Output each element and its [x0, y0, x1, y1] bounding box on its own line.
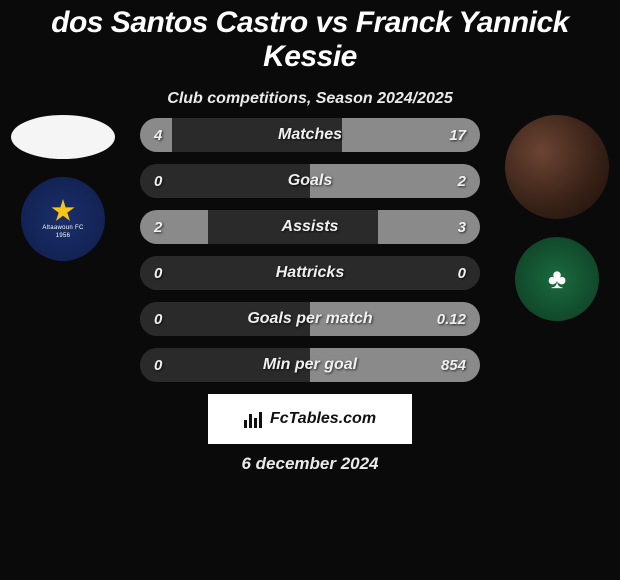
brand-label: FcTables.com [244, 410, 376, 428]
bars-icon [244, 410, 266, 428]
stat-value-right: 0.12 [437, 302, 466, 336]
stat-row: Hattricks0 0 [140, 256, 480, 290]
comparison-card: dos Santos Castro vs Franck Yannick Kess… [0, 0, 620, 580]
club-badge-right: ♣ [515, 237, 599, 321]
stat-label: Goals per match [140, 302, 480, 336]
stat-value-left: 2 [154, 210, 162, 244]
stat-row: Assists2 3 [140, 210, 480, 244]
stat-value-right: 854 [441, 348, 466, 382]
stat-value-left: 0 [154, 164, 162, 198]
player-avatar-right [505, 115, 609, 219]
left-player-column: Altaawoun FC 1956 [8, 115, 118, 279]
stat-value-left: 0 [154, 302, 162, 336]
player-avatar-left [11, 115, 115, 159]
stat-value-left: 0 [154, 348, 162, 382]
club-badge-left: Altaawoun FC 1956 [21, 177, 105, 261]
palm-icon: ♣ [548, 263, 566, 295]
stat-label: Hattricks [140, 256, 480, 290]
stats-list: Matches417Goals02Assists23Hattricks00Goa… [140, 118, 480, 394]
stat-label: Min per goal [140, 348, 480, 382]
brand-box: FcTables.com [208, 394, 412, 444]
page-title: dos Santos Castro vs Franck Yannick Kess… [0, 0, 620, 74]
season-subtitle: Club competitions, Season 2024/2025 [0, 90, 620, 108]
brand-text: FcTables.com [270, 410, 376, 428]
stat-value-right: 3 [458, 210, 466, 244]
star-icon [51, 199, 75, 223]
stat-label: Goals [140, 164, 480, 198]
stat-value-right: 0 [458, 256, 466, 290]
right-player-column: ♣ [502, 115, 612, 339]
club-name-left: Altaawoun FC [42, 225, 83, 231]
date-label: 6 december 2024 [0, 454, 620, 474]
stat-value-right: 17 [449, 118, 466, 152]
stat-label: Matches [140, 118, 480, 152]
stat-value-left: 4 [154, 118, 162, 152]
stat-value-right: 2 [458, 164, 466, 198]
stat-value-left: 0 [154, 256, 162, 290]
stat-label: Assists [140, 210, 480, 244]
stat-row: Min per goal0 854 [140, 348, 480, 382]
club-year-left: 1956 [56, 233, 71, 239]
stat-row: Matches4 17 [140, 118, 480, 152]
stat-row: Goals0 2 [140, 164, 480, 198]
stat-row: Goals per match0 0.12 [140, 302, 480, 336]
